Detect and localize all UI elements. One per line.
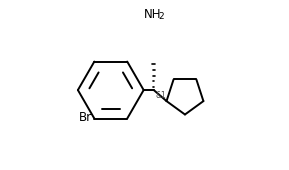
Text: 2: 2 [158, 12, 164, 21]
Text: &1: &1 [155, 91, 166, 100]
Text: NH: NH [144, 8, 162, 21]
Text: Br: Br [79, 111, 92, 124]
